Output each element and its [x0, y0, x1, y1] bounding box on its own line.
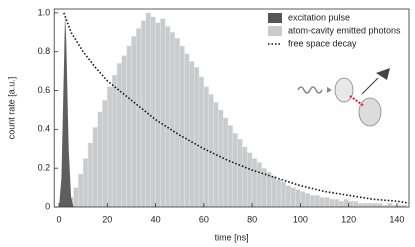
y-tick-label: 1.0 [38, 7, 51, 17]
laser-beam [361, 77, 379, 95]
histogram-bar [169, 32, 176, 208]
histogram-bar [242, 146, 248, 208]
photon-wave [297, 86, 323, 94]
histogram-bar [309, 195, 316, 208]
histogram-bar [82, 158, 89, 208]
x-tick-label: 120 [341, 214, 356, 224]
mirror [358, 97, 382, 127]
x-tick-label: 0 [57, 214, 62, 224]
y-tick-label: 0 [45, 201, 50, 211]
illustration [297, 68, 390, 127]
histogram-bar [92, 127, 98, 208]
x-tick-label: 20 [102, 214, 112, 224]
y-tick-label: 0.2 [38, 163, 51, 173]
histogram-bar [208, 94, 214, 208]
y-tick-label: 0.6 [38, 85, 51, 95]
histogram-bar [276, 179, 282, 208]
legend-label: excitation pulse [288, 12, 350, 22]
histogram-bar [280, 181, 287, 208]
histogram-bar [189, 61, 195, 208]
histogram-bar [295, 189, 301, 208]
histogram-bar [227, 125, 234, 208]
histogram-bar [222, 117, 229, 208]
arrow-head [327, 87, 332, 93]
histogram-bar [232, 133, 238, 208]
histogram-bar [131, 35, 137, 208]
pulse-area [59, 12, 74, 207]
legend-label: atom-cavity emitted photons [288, 25, 401, 35]
histogram-bar [160, 18, 166, 208]
histogram-bar [324, 197, 330, 208]
histogram-bar [140, 20, 147, 208]
decay-line [63, 12, 410, 204]
histogram-bar [136, 28, 142, 208]
histogram-bar [387, 202, 393, 208]
histogram-bar [150, 16, 156, 208]
histogram-bar [290, 187, 296, 208]
histogram-bar [237, 138, 243, 208]
histogram-bar [362, 202, 369, 208]
histogram-bar [333, 199, 340, 208]
histogram-bar [73, 187, 79, 208]
histogram-bar [305, 193, 311, 208]
laser [376, 68, 390, 80]
y-tick-label: 0.8 [38, 46, 51, 56]
y-tick-label: 0.4 [38, 124, 51, 134]
histogram-bar [256, 162, 262, 208]
legend-swatch [268, 26, 282, 36]
histogram-bar [358, 202, 364, 208]
histogram-bar [367, 202, 373, 208]
cavity-field [349, 95, 365, 107]
x-tick-label: 60 [199, 214, 209, 224]
histogram-bar [107, 86, 113, 208]
histogram-bar [314, 195, 320, 208]
histogram-bar [247, 152, 253, 208]
mirror [334, 77, 354, 103]
x-tick-label: 40 [151, 214, 161, 224]
histogram-bar [251, 158, 258, 208]
plot-frame [53, 8, 410, 208]
histogram-bar [343, 199, 349, 208]
histogram-bar [319, 197, 325, 208]
legend-swatch [268, 13, 282, 23]
histogram-bar [329, 199, 335, 208]
y-axis-label: count rate [a.u.] [6, 77, 16, 140]
histogram-bar [126, 45, 132, 208]
histogram-bar [179, 45, 185, 208]
histogram-bar [193, 67, 200, 208]
histogram-bar [155, 22, 161, 208]
histogram-bar [266, 171, 272, 208]
histogram-bar [145, 12, 151, 208]
legend-label: free space decay [288, 38, 357, 48]
histogram-bar [271, 175, 277, 208]
histogram-bar [372, 202, 378, 208]
histogram-bar [174, 37, 180, 208]
histogram-bar [102, 100, 108, 208]
histogram-bar [353, 200, 359, 208]
x-tick-label: 140 [389, 214, 404, 224]
histogram-bar [111, 74, 118, 208]
histogram-bar [165, 26, 171, 208]
histogram-bar [198, 76, 205, 208]
histogram-bar [338, 200, 345, 208]
histogram-bar [121, 55, 127, 208]
histogram-bar [97, 111, 103, 208]
histogram-bar [78, 173, 84, 208]
histogram-bar [116, 63, 122, 208]
plot-area: 0 0.2 0.4 0.6 0.8 1.0 0 20 40 60 80 100 120 140 time [… [6, 7, 410, 242]
histogram-bar [300, 191, 306, 208]
histogram-bar [203, 86, 209, 208]
x-tick-label: 80 [247, 214, 257, 224]
x-axis-label: time [ns] [215, 232, 249, 242]
histogram-bar [348, 200, 354, 208]
x-tick-label: 100 [293, 214, 308, 224]
histogram-bar [87, 142, 94, 208]
histogram-bar [285, 185, 291, 208]
histogram-bar [184, 53, 190, 208]
histogram-bar [377, 202, 383, 208]
